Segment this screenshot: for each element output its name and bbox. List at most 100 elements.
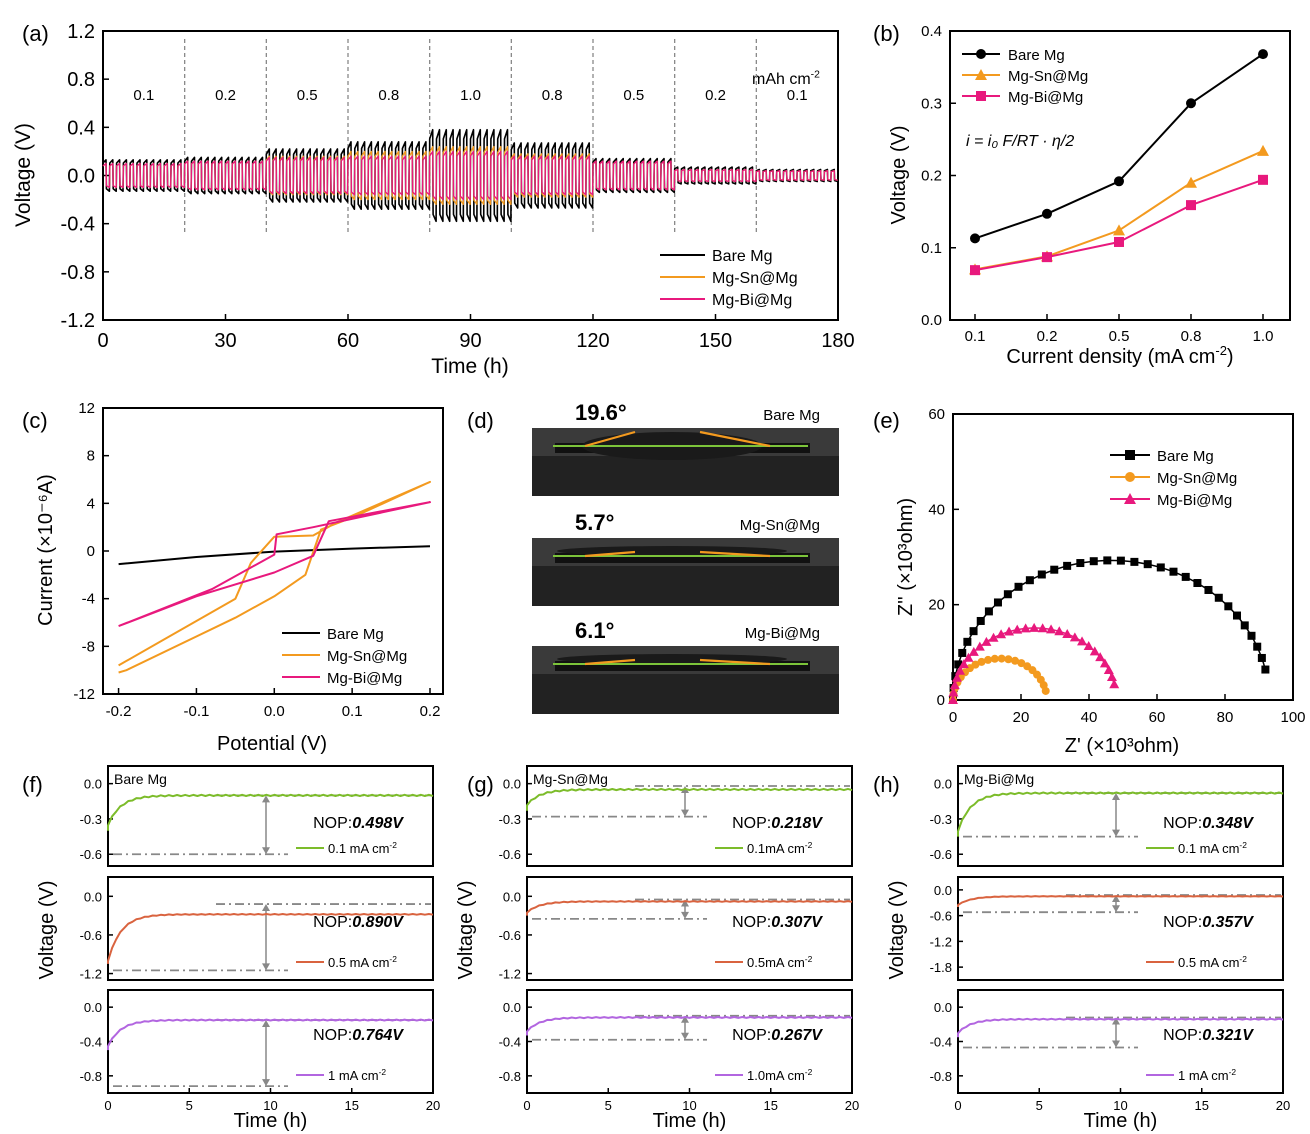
legend-label-f: 1 mA cm-2 xyxy=(328,1067,386,1083)
x-tick-label-h: 20 xyxy=(1276,1098,1290,1113)
data-point-e xyxy=(1050,565,1059,574)
legend-marker-b xyxy=(976,91,986,101)
tangent-line-d xyxy=(584,430,636,448)
nop-arrowhead-h xyxy=(1112,1017,1120,1025)
nop-text-g: NOP:0.218V xyxy=(732,815,823,832)
y-tick-label-a: 0.4 xyxy=(67,117,95,139)
legend-label-a: Mg-Bi@Mg xyxy=(712,292,792,309)
data-point-e xyxy=(1037,623,1048,633)
x-tick-label-e: 20 xyxy=(1013,709,1030,726)
legend-marker-b xyxy=(976,49,986,59)
x-tick-label-e: 100 xyxy=(1280,709,1305,726)
x-tick-label-a: 120 xyxy=(576,330,609,352)
y-tick-label-f: -0.6 xyxy=(80,847,102,862)
panel-label-g: (g) xyxy=(467,772,494,797)
x-tick-label-b: 0.2 xyxy=(1037,328,1058,345)
x-tick-label-c: -0.2 xyxy=(106,703,132,720)
y-tick-label-h: 0.0 xyxy=(934,777,952,792)
equation-b: i = i₀ F/RT · η/2 xyxy=(966,133,1074,150)
tangent-line-d xyxy=(584,658,636,666)
y-tick-label-a: 0.0 xyxy=(67,166,95,188)
data-point-e xyxy=(1046,624,1057,634)
nop-text-f: NOP:0.764V xyxy=(313,1027,404,1044)
nop-arrowhead-g xyxy=(681,1015,689,1023)
x-tick-label-f: 15 xyxy=(345,1098,359,1113)
x-tick-label-b: 0.5 xyxy=(1109,328,1130,345)
y-tick-label-h: -0.6 xyxy=(930,909,952,924)
data-point-e xyxy=(984,607,993,616)
data-point-b xyxy=(1258,49,1268,60)
legend-label-b: Mg-Sn@Mg xyxy=(1008,68,1088,85)
axes-frame-f xyxy=(107,876,434,981)
legend-label-g: 0.1mA cm-2 xyxy=(747,840,813,856)
y-tick-label-h: 0.0 xyxy=(934,1000,952,1015)
x-tick-label-h: 5 xyxy=(1036,1098,1043,1113)
y-tick-label-f: -0.8 xyxy=(80,1069,102,1084)
nop-arrowhead-f xyxy=(262,963,270,971)
voltage-curve-h xyxy=(957,791,1284,837)
data-point-e xyxy=(963,637,972,646)
data-point-e xyxy=(963,652,974,662)
data-point-e xyxy=(1181,572,1190,581)
voltage-curve-g xyxy=(526,900,853,916)
data-point-e xyxy=(1025,576,1034,585)
y-tick-label-f: -0.4 xyxy=(80,1035,102,1050)
legend-marker-e xyxy=(1124,493,1136,504)
data-point-e xyxy=(1240,621,1249,630)
data-point-e xyxy=(1204,585,1213,594)
data-point-b xyxy=(1186,200,1196,211)
panel-label-a: (a) xyxy=(22,21,49,46)
x-tick-label-c: 0.0 xyxy=(264,703,285,720)
y-axis-label-e: Z'' (×10³ohm) xyxy=(895,498,917,616)
data-point-e xyxy=(1103,665,1114,675)
y-tick-label-b: 0.3 xyxy=(921,95,942,112)
segment-label-a: 0.8 xyxy=(378,87,399,104)
data-point-e xyxy=(1193,579,1202,588)
segment-label-a: 0.1 xyxy=(787,87,808,104)
y-tick-label-e: 40 xyxy=(928,501,945,518)
y-tick-label-c: 12 xyxy=(78,400,95,417)
x-tick-label-b: 0.1 xyxy=(965,328,986,345)
sample-name-d: Mg-Sn@Mg xyxy=(740,517,820,534)
legend-label-b: Mg-Bi@Mg xyxy=(1008,89,1083,106)
y-tick-label-g: -0.6 xyxy=(499,928,521,943)
data-point-b xyxy=(1042,208,1052,219)
data-point-e xyxy=(1089,557,1098,566)
data-point-e xyxy=(988,632,999,642)
data-point-e xyxy=(984,655,993,664)
x-tick-label-g: 0 xyxy=(523,1098,530,1113)
data-point-e xyxy=(969,627,978,636)
y-tick-label-g: -0.6 xyxy=(499,847,521,862)
y-axis-label-a: Voltage (V) xyxy=(12,123,35,227)
y-tick-label-g: -0.3 xyxy=(499,812,521,827)
voltage-curve-h xyxy=(957,895,1284,907)
axes-frame-g xyxy=(526,876,853,981)
data-point-e xyxy=(976,616,985,625)
nop-arrowhead-f xyxy=(262,904,270,912)
contact-angle-value-d: 5.7° xyxy=(575,510,614,535)
y-axis-label-g: Voltage (V) xyxy=(455,881,477,980)
x-tick-label-g: 20 xyxy=(845,1098,859,1113)
data-point-b xyxy=(1114,236,1124,247)
series-line-c-1 xyxy=(118,480,431,674)
y-tick-label-g: 0.0 xyxy=(503,777,521,792)
photo-substrate-d xyxy=(532,566,839,606)
x-tick-label-h: 10 xyxy=(1113,1098,1127,1113)
x-axis-label-b: Current density (mA cm-2) xyxy=(1006,343,1233,368)
panel-label-e: (e) xyxy=(873,408,900,433)
data-point-e xyxy=(1069,632,1080,642)
data-point-e xyxy=(1011,656,1020,665)
sample-name-d: Mg-Bi@Mg xyxy=(745,625,820,642)
panel-label-c: (c) xyxy=(22,408,48,433)
contact-angle-value-d: 19.6° xyxy=(575,400,627,425)
x-tick-label-b: 0.8 xyxy=(1181,328,1202,345)
y-tick-label-a: 0.8 xyxy=(67,69,95,91)
data-point-e xyxy=(1089,646,1100,656)
y-tick-label-a: -0.8 xyxy=(61,262,95,284)
data-point-e xyxy=(958,648,967,657)
y-tick-label-g: -1.2 xyxy=(499,967,521,982)
x-tick-label-e: 60 xyxy=(1149,709,1166,726)
data-point-e xyxy=(1014,582,1023,591)
nop-text-g: NOP:0.307V xyxy=(732,914,823,931)
